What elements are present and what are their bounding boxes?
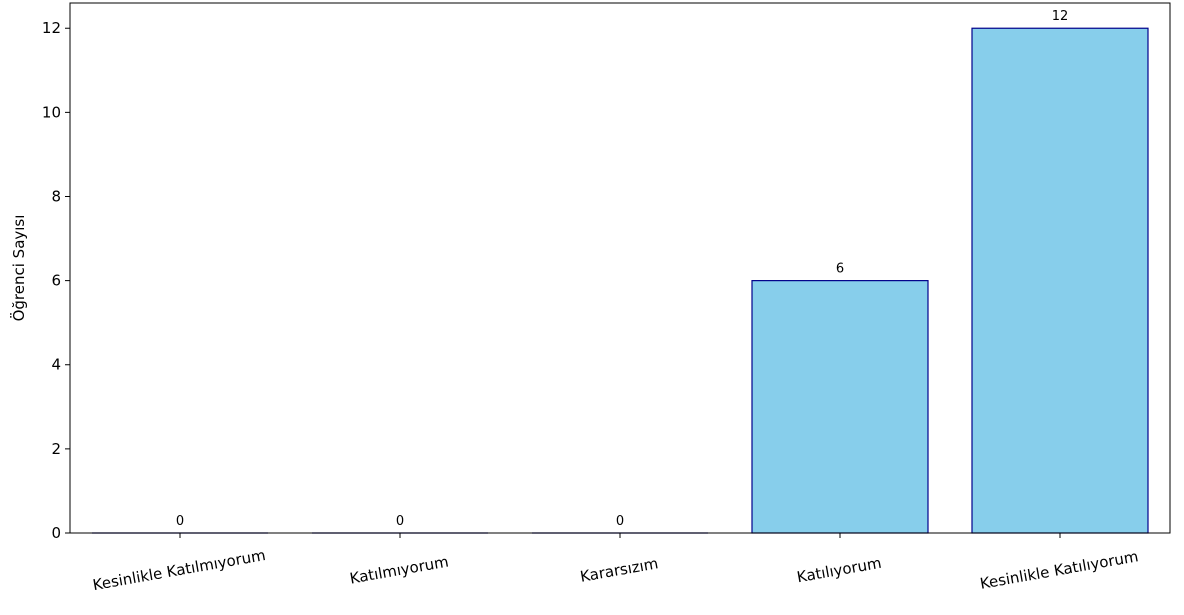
y-tick-label: 4 — [51, 356, 61, 374]
bar — [751, 280, 929, 534]
y-tick-label: 0 — [51, 524, 61, 542]
y-tick-label: 10 — [42, 103, 61, 121]
data-label: 0 — [616, 514, 624, 529]
data-label: 12 — [1052, 9, 1069, 24]
bars-layer: 0 0 0 6 12 — [92, 9, 1149, 534]
plot-frame — [69, 2, 1171, 534]
y-tick-label: 2 — [51, 440, 61, 458]
y-tick-label: 12 — [42, 19, 61, 37]
data-label: 6 — [836, 262, 844, 277]
bar — [971, 27, 1149, 534]
y-axis: 0 2 4 6 8 10 12 — [42, 19, 70, 542]
data-label: 0 — [396, 514, 404, 529]
y-tick-label: 8 — [51, 187, 61, 205]
data-label: 0 — [176, 514, 184, 529]
y-axis-label: Öğrenci Sayısı — [9, 215, 28, 322]
y-tick-label: 6 — [51, 272, 61, 290]
